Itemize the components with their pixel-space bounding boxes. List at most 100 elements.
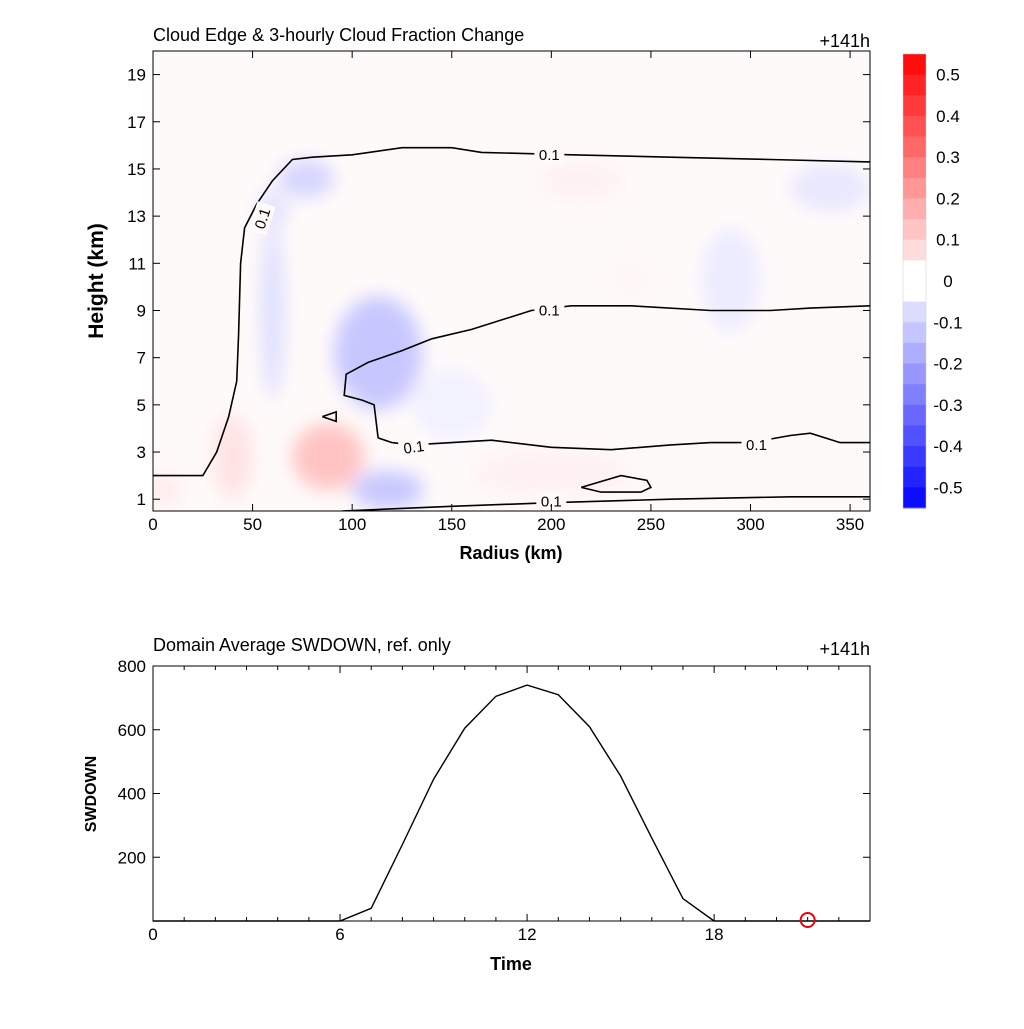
y-tick-label: 1 bbox=[137, 490, 146, 509]
contour-label-background bbox=[248, 201, 276, 236]
colorbar-segment bbox=[903, 281, 926, 303]
x-tick-label: 12 bbox=[518, 925, 537, 944]
heatmap-anomaly bbox=[212, 414, 253, 500]
y-tick-label: 11 bbox=[128, 254, 146, 273]
colorbar-label: -0.2 bbox=[933, 355, 962, 374]
y-tick-label: 9 bbox=[137, 301, 146, 320]
heatmap-x-axis-title: Radius (km) bbox=[459, 543, 562, 563]
heatmap-x-axis: 0 50 100 150 200 250 300 350 bbox=[148, 51, 864, 534]
heatmap-anomaly bbox=[411, 369, 492, 441]
y-tick-label: 5 bbox=[137, 396, 146, 415]
y-tick-label: 17 bbox=[127, 113, 146, 132]
colorbar-segment bbox=[903, 446, 926, 468]
colorbar-segment bbox=[903, 384, 926, 406]
contour-label: 0.1 bbox=[541, 494, 562, 511]
heatmap-anomaly bbox=[292, 423, 365, 490]
colorbar-frame bbox=[902, 53, 927, 509]
colorbar-segment bbox=[903, 425, 926, 447]
line-chart-x-axis-title: Time bbox=[490, 954, 532, 974]
contour-label: 0.1 bbox=[746, 437, 767, 454]
colorbar-segment bbox=[903, 487, 926, 509]
y-tick-label: 19 bbox=[127, 66, 146, 85]
heatmap-frame bbox=[152, 50, 871, 512]
contour-label-background bbox=[741, 434, 772, 454]
colorbar-segment bbox=[903, 322, 926, 344]
colorbar-label: -0.5 bbox=[933, 478, 962, 497]
heatmap-anomaly bbox=[790, 164, 870, 212]
contour-labels: 0.1 0.1 0.1 0.1 0.1 0.1 bbox=[248, 144, 772, 511]
colorbar-label: -0.4 bbox=[933, 437, 962, 456]
colorbar-segment bbox=[903, 157, 926, 179]
colorbar-label: 0 bbox=[943, 272, 952, 291]
colorbar-segment bbox=[903, 95, 926, 117]
heatmap-anomaly bbox=[352, 470, 424, 509]
current-time-marker bbox=[799, 912, 816, 928]
contour-line bbox=[342, 496, 870, 511]
colorbar-segment bbox=[903, 342, 926, 365]
colorbar-segment bbox=[903, 363, 926, 385]
line-chart-x-axis: 0 6 12 18 bbox=[148, 666, 871, 944]
x-tick-label: 300 bbox=[736, 515, 764, 534]
colorbar-segment bbox=[903, 136, 926, 158]
x-tick-label: 50 bbox=[243, 515, 262, 534]
x-tick-label: 0 bbox=[148, 515, 157, 534]
heatmap-title: Cloud Edge & 3-hourly Cloud Fraction Cha… bbox=[153, 25, 524, 45]
heatmap-anomaly bbox=[471, 449, 631, 497]
y-tick-label: 7 bbox=[137, 349, 146, 368]
colorbar-segment bbox=[903, 219, 926, 241]
colorbar-segment bbox=[903, 466, 926, 488]
line-chart-title: Domain Average SWDOWN, ref. only bbox=[153, 635, 451, 655]
heatmap-anomaly bbox=[260, 220, 285, 401]
colorbar-segment bbox=[903, 404, 926, 426]
colorbar-segment bbox=[903, 177, 926, 199]
cloud-fraction-panel: 0.10.10.10.1 0.10.1 0 50 100 150 200 250 300 350… bbox=[85, 25, 963, 563]
colorbar: 0.5 0.4 0.3 0.2 0.1 0 -0.1 -0.2 -0.3 -0.4 -0.5 bbox=[902, 53, 963, 509]
y-tick-label: 800 bbox=[118, 657, 146, 676]
colorbar-label: 0.1 bbox=[936, 231, 960, 250]
heatmap-time-label: +141h bbox=[819, 31, 870, 51]
colorbar-label: -0.3 bbox=[933, 396, 962, 415]
contour-label-background bbox=[534, 144, 565, 164]
contour-line bbox=[343, 305, 870, 438]
line-chart-time-label: +141h bbox=[819, 639, 870, 659]
heatmap-anomaly bbox=[537, 161, 626, 200]
contour-label: 0.1 bbox=[539, 302, 560, 319]
y-tick-label: 13 bbox=[127, 207, 146, 226]
colorbar-segment bbox=[903, 239, 926, 261]
colorbar-segment bbox=[903, 54, 926, 76]
contour-label-background bbox=[397, 435, 431, 459]
x-tick-label: 250 bbox=[637, 515, 665, 534]
y-tick-label: 600 bbox=[118, 721, 146, 740]
x-tick-label: 18 bbox=[705, 925, 724, 944]
heatmap-anomaly bbox=[334, 296, 422, 410]
contour-label: 0.1 bbox=[539, 147, 560, 164]
contour-line bbox=[580, 474, 653, 493]
heatmap-y-axis-title: Height (km) bbox=[85, 223, 108, 339]
swdown-series-line bbox=[153, 684, 870, 922]
y-tick-label: 400 bbox=[118, 785, 146, 804]
x-tick-label: 100 bbox=[338, 515, 366, 534]
heatmap-anomaly bbox=[611, 258, 651, 297]
contour-line bbox=[322, 410, 337, 423]
x-tick-label: 6 bbox=[335, 925, 344, 944]
colorbar-label: 0.2 bbox=[936, 189, 960, 208]
swdown-panel: 0 6 12 18 200 400 600 800 Domain Average SWDOW… bbox=[83, 635, 871, 974]
heatmap-anomaly bbox=[700, 227, 761, 332]
colorbar-segment bbox=[903, 198, 926, 220]
contour-label: 0.1 bbox=[252, 206, 275, 231]
x-tick-label: 350 bbox=[836, 515, 864, 534]
x-tick-label: 150 bbox=[438, 515, 466, 534]
colorbar-label: 0.4 bbox=[936, 107, 960, 126]
y-tick-label: 200 bbox=[118, 848, 146, 867]
colorbar-segment bbox=[903, 74, 926, 96]
line-chart-y-axis-title: SWDOWN bbox=[83, 756, 100, 832]
contour-label: 0.1 bbox=[402, 438, 425, 458]
x-tick-label: 200 bbox=[537, 515, 565, 534]
y-tick-label: 15 bbox=[127, 160, 146, 179]
line-chart-y-axis: 200 400 600 800 bbox=[118, 657, 870, 867]
colorbar-label: -0.1 bbox=[933, 313, 962, 332]
heatmap-anomaly bbox=[153, 473, 183, 507]
